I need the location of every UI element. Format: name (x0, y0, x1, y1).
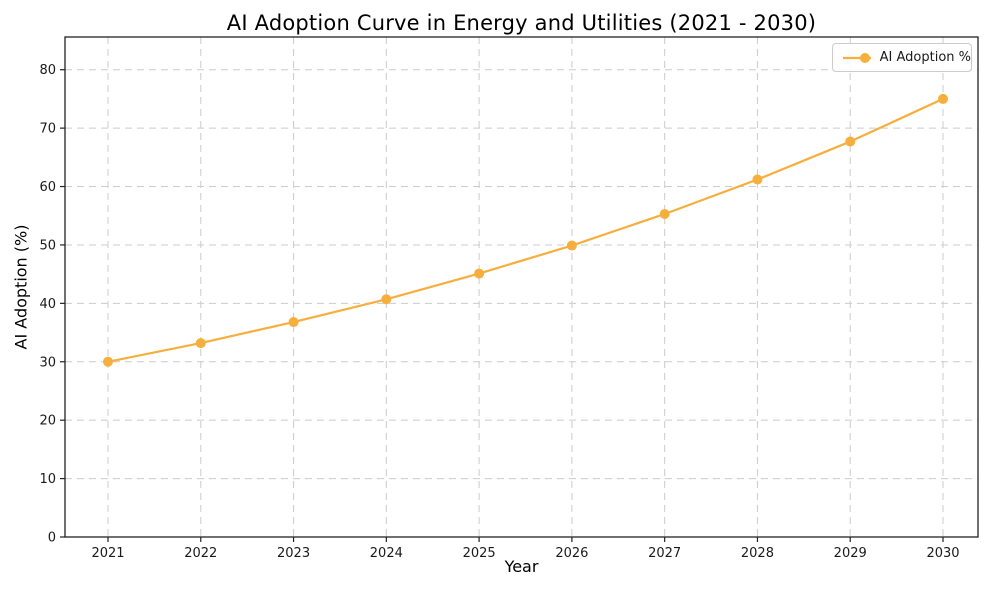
data-point-marker (566, 240, 577, 251)
x-tick-label: 2023 (277, 546, 310, 561)
y-tick-label: 10 (39, 472, 56, 487)
x-tick-label: 2024 (370, 546, 403, 561)
x-tick-label: 2021 (91, 546, 124, 561)
data-point-marker (659, 208, 670, 219)
x-axis-label: Year (504, 557, 539, 576)
x-tick-label: 2022 (184, 546, 217, 561)
x-tick-label: 2029 (834, 546, 867, 561)
x-tick-label: 2026 (555, 546, 588, 561)
y-tick-label: 70 (39, 122, 56, 137)
legend-label: AI Adoption % (879, 50, 971, 65)
y-tick-label: 50 (39, 238, 56, 253)
legend: AI Adoption % (832, 43, 972, 72)
data-point-marker (474, 268, 485, 279)
chart-title: AI Adoption Curve in Energy and Utilitie… (226, 11, 817, 35)
data-point-marker (103, 356, 113, 367)
x-tick-label: 2025 (463, 546, 496, 561)
y-tick-label: 40 (39, 297, 56, 312)
x-tick-label: 2027 (648, 546, 681, 561)
data-point-marker (288, 317, 299, 328)
plot-border (64, 36, 979, 538)
adoption-line (106, 97, 945, 363)
data-point-marker (195, 338, 206, 349)
y-tick-label: 20 (39, 414, 56, 429)
data-point-marker (938, 93, 948, 104)
data-point-marker (845, 136, 856, 147)
data-point-marker (752, 174, 763, 185)
legend-line-marker-icon (843, 52, 871, 63)
y-tick-label: 30 (39, 355, 56, 370)
x-tick-label: 2030 (926, 546, 959, 561)
y-tick-label: 80 (39, 63, 56, 78)
x-tick-label: 2028 (741, 546, 774, 561)
y-tick-label: 0 (48, 531, 56, 546)
y-axis-label: AI Adoption (%) (11, 224, 31, 350)
y-tick-label: 60 (39, 180, 56, 195)
data-point-marker (381, 294, 392, 305)
